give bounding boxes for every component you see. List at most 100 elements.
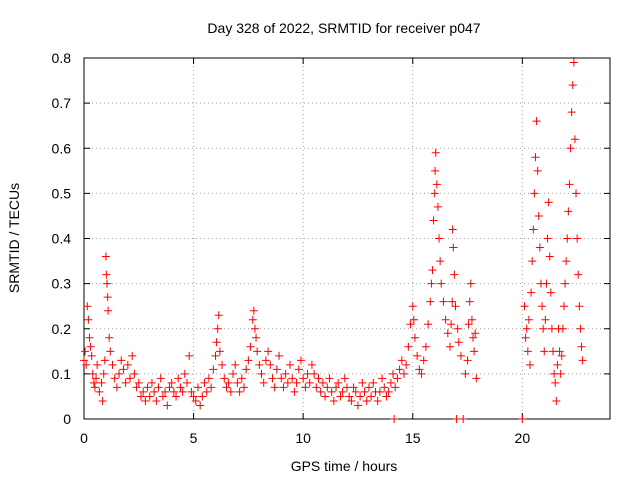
data-point (152, 396, 161, 405)
data-point (340, 374, 349, 383)
data-point (446, 342, 455, 351)
data-point (196, 401, 205, 410)
data-point (83, 302, 92, 311)
data-point (88, 369, 97, 378)
data-point (556, 369, 565, 378)
data-point (373, 396, 382, 405)
data-point (417, 369, 426, 378)
data-point (103, 279, 112, 288)
data-point (141, 396, 150, 405)
data-point (121, 378, 130, 387)
data-point (115, 369, 124, 378)
data-point (288, 374, 297, 383)
data-point (294, 365, 303, 374)
data-point (410, 333, 419, 342)
data-point (539, 324, 548, 333)
y-tick-label: 0.4 (52, 231, 72, 247)
data-point (218, 360, 227, 369)
data-point (172, 392, 181, 401)
data-point (268, 374, 277, 383)
data-point (84, 315, 93, 324)
data-point (454, 338, 463, 347)
data-point (123, 360, 132, 369)
data-point (461, 369, 470, 378)
x-tick-label: 10 (295, 430, 311, 446)
data-point (277, 374, 286, 383)
data-point (451, 302, 460, 311)
data-point (97, 378, 106, 387)
data-point (165, 383, 174, 392)
data-point (546, 288, 555, 297)
y-tick-label: 0 (63, 411, 71, 427)
data-point (402, 360, 411, 369)
data-point (413, 351, 422, 360)
data-point (211, 351, 220, 360)
data-point (561, 279, 570, 288)
data-point (351, 387, 360, 396)
data-point (347, 396, 356, 405)
data-point (325, 374, 334, 383)
data-point (551, 378, 560, 387)
data-point (89, 378, 98, 387)
data-point (180, 369, 189, 378)
data-point (307, 360, 316, 369)
data-point (534, 211, 543, 220)
data-point (574, 270, 583, 279)
data-point (449, 243, 458, 252)
data-point (169, 387, 178, 396)
data-point (524, 315, 533, 324)
data-point (456, 351, 465, 360)
data-point (520, 302, 529, 311)
data-point (248, 315, 257, 324)
data-point (189, 392, 198, 401)
data-point (362, 396, 371, 405)
data-point (360, 387, 369, 396)
x-tick-label: 0 (80, 430, 88, 446)
data-point (533, 166, 542, 175)
data-point (552, 396, 561, 405)
data-point (521, 333, 530, 342)
data-point (578, 356, 587, 365)
data-point (98, 396, 107, 405)
data-point (433, 202, 442, 211)
data-point (566, 144, 575, 153)
data-point (523, 347, 532, 356)
data-point (275, 351, 284, 360)
data-point (439, 297, 448, 306)
data-point (150, 387, 159, 396)
data-point (382, 392, 391, 401)
data-point (80, 356, 88, 365)
data-point (264, 347, 273, 356)
data-point (242, 365, 251, 374)
data-point (557, 351, 566, 360)
data-point (191, 396, 200, 405)
data-point (448, 225, 457, 234)
data-point (213, 324, 222, 333)
data-point (252, 333, 261, 342)
data-point (435, 234, 444, 243)
data-point (329, 396, 338, 405)
data-point (390, 415, 399, 423)
data-point (380, 383, 389, 392)
data-point (527, 288, 536, 297)
data-point (564, 207, 573, 216)
data-point (257, 369, 266, 378)
data-point (185, 351, 194, 360)
x-axis-label: GPS time / hours (291, 458, 398, 474)
data-point (87, 351, 96, 360)
data-point (529, 225, 538, 234)
data-point (358, 378, 367, 387)
data-point (126, 374, 135, 383)
data-point (296, 356, 305, 365)
data-point (318, 378, 327, 387)
data-point (472, 374, 481, 383)
y-tick-label: 0.6 (52, 140, 72, 156)
data-point (535, 243, 544, 252)
data-point (555, 347, 564, 356)
data-point (130, 369, 139, 378)
data-point (132, 383, 141, 392)
data-point (399, 369, 408, 378)
data-point (404, 342, 413, 351)
data-point (99, 369, 108, 378)
data-point (450, 270, 459, 279)
